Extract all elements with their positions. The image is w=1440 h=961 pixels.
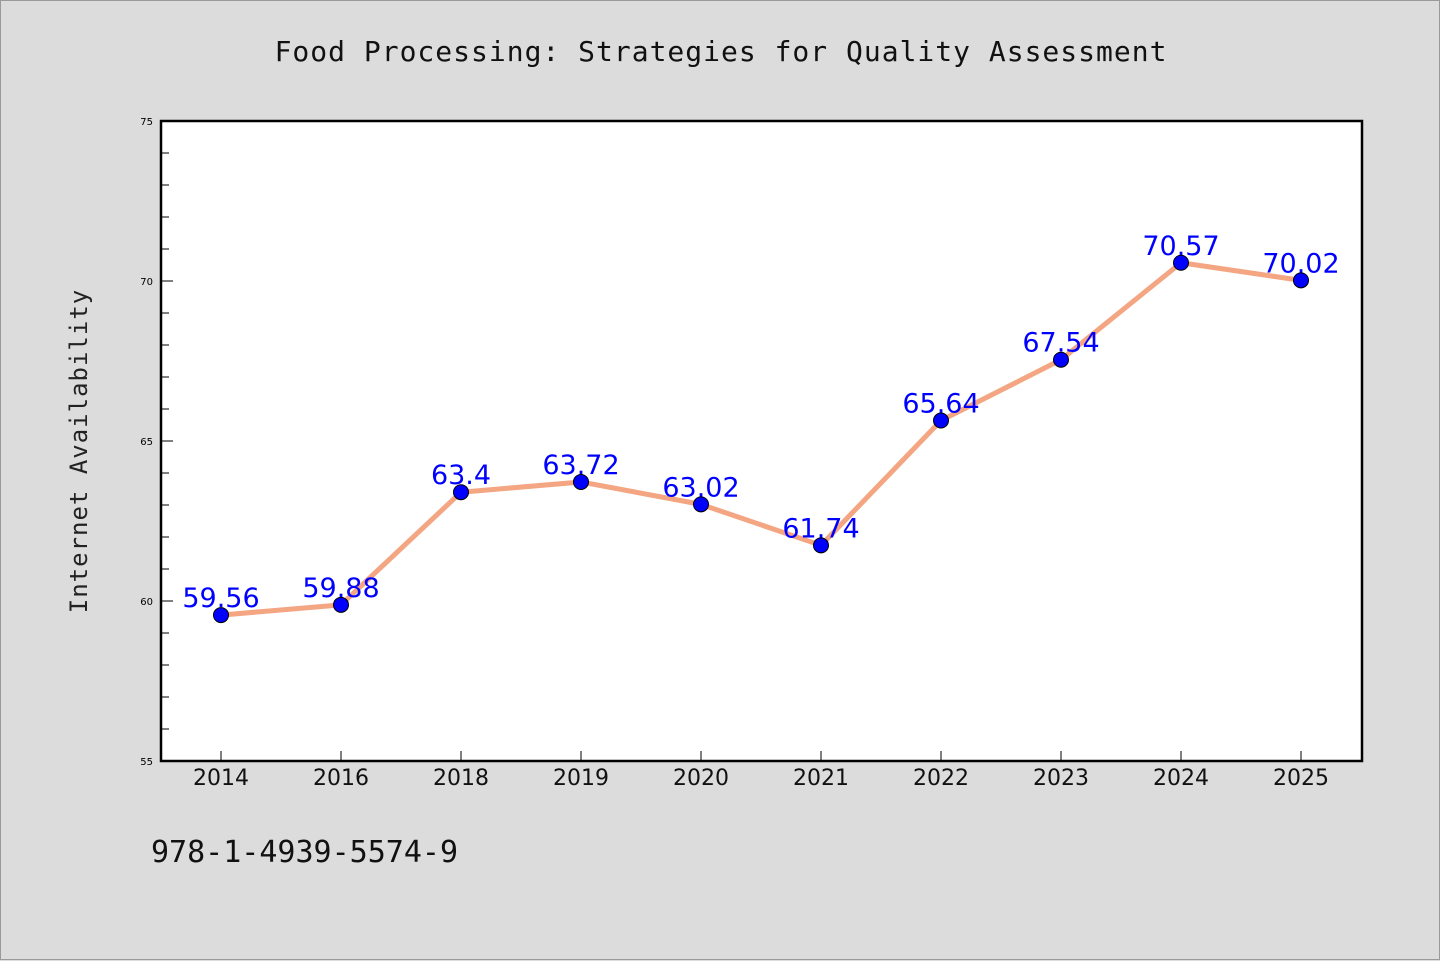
x-axis: 2014 2016 2018 2019 2020 2021 2022 2023 2024 2025	[193, 751, 1329, 791]
data-label: 70.02	[1262, 248, 1339, 279]
y-axis-label: Internet Availability	[65, 289, 93, 613]
y-axis: 55 60 65 70 75	[140, 117, 173, 768]
y-tick-label: 65	[140, 437, 153, 448]
data-point	[573, 473, 589, 490]
data-point	[933, 412, 949, 429]
footer-code: 978-1-4939-5574-9	[151, 835, 459, 870]
y-tick-label: 60	[140, 597, 153, 608]
x-tick-label: 2019	[553, 766, 609, 791]
x-tick-label: 2016	[313, 766, 369, 791]
data-label: 70.57	[1142, 231, 1219, 262]
data-label: 59.56	[182, 583, 259, 614]
data-label: 63.72	[542, 450, 619, 481]
data-point	[1053, 351, 1069, 368]
data-point	[453, 484, 469, 501]
data-label: 65.64	[902, 389, 979, 420]
y-tick-label: 70	[140, 277, 153, 288]
series-line	[218, 260, 1304, 618]
data-point	[333, 596, 349, 613]
data-point	[1293, 272, 1309, 289]
plot-area	[159, 119, 1364, 763]
data-point	[1173, 254, 1189, 271]
x-tick-label: 2014	[193, 766, 249, 791]
y-tick-label: 75	[140, 117, 153, 128]
y-tick-label: 55	[140, 757, 153, 768]
data-label: 61.74	[782, 513, 859, 544]
x-tick-label: 2021	[793, 766, 849, 791]
x-tick-label: 2020	[673, 766, 729, 791]
x-tick-label: 2022	[913, 766, 969, 791]
data-label: 63.02	[662, 472, 739, 503]
data-point	[813, 537, 829, 554]
x-tick-label: 2023	[1033, 766, 1089, 791]
data-label: 63.4	[431, 460, 491, 491]
data-label: 67.54	[1022, 328, 1099, 359]
x-tick-label: 2025	[1273, 766, 1329, 791]
series-layer: 59.56 59.88 63.4 63.72 63.02 61.74 65.64 67.54 7…	[182, 231, 1340, 624]
chart-title: Food Processing: Strategies for Quality …	[274, 35, 1168, 68]
data-label: 59.88	[302, 573, 379, 604]
x-tick-label: 2018	[433, 766, 489, 791]
data-point	[213, 607, 229, 624]
x-tick-label: 2024	[1153, 766, 1209, 791]
data-point	[693, 496, 709, 513]
